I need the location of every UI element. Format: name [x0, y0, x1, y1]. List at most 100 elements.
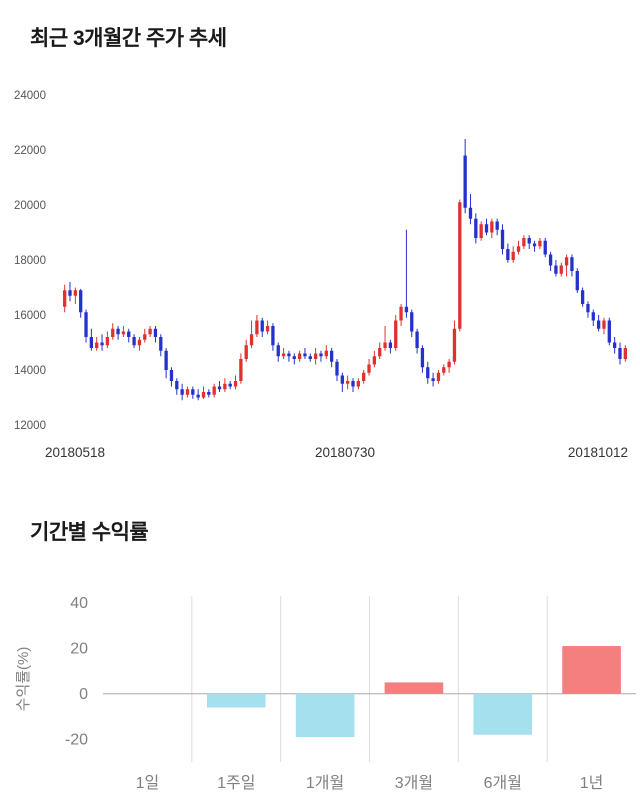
- candle-body: [111, 328, 115, 337]
- price-trend-title: 최근 3개월간 주가 추세: [30, 27, 227, 50]
- candle-body: [596, 320, 601, 329]
- y-tick-label: 18000: [14, 255, 46, 267]
- candle-body: [426, 367, 430, 379]
- candle-body: [324, 350, 328, 357]
- candle-body: [394, 320, 398, 348]
- candle-body: [522, 238, 526, 247]
- candle-body: [340, 375, 344, 384]
- candle-body: [378, 348, 382, 357]
- candle-body: [495, 221, 499, 230]
- candle-body: [116, 328, 120, 335]
- category-label: 1일: [136, 774, 160, 792]
- category-label: 1주일: [217, 774, 255, 792]
- x-tick-label: 20180730: [315, 445, 375, 460]
- returns-by-period-title: 기간별 수익률: [30, 521, 149, 544]
- y-tick-label: 40: [70, 595, 88, 612]
- y-tick-label: 22000: [14, 145, 46, 157]
- candle-body: [458, 202, 462, 329]
- candle-body: [575, 271, 579, 291]
- candle-body: [383, 342, 387, 348]
- candle-body: [233, 381, 238, 387]
- return-bar: [295, 693, 355, 737]
- candle-body: [89, 337, 94, 348]
- price-y-axis-labels: 24000 22000 20000 18000 16000 14000 12000: [14, 90, 46, 432]
- candle-body: [105, 337, 110, 346]
- candle-body: [255, 320, 259, 335]
- y-tick-label: -20: [65, 731, 88, 748]
- return-bar: [562, 646, 621, 694]
- candle-body: [63, 290, 67, 307]
- candle-body: [68, 290, 72, 296]
- candle-body: [618, 348, 622, 359]
- candle-body: [388, 342, 393, 348]
- candle-body: [313, 353, 318, 359]
- candle-body: [95, 342, 99, 348]
- candle-body: [516, 246, 521, 252]
- candle-body: [602, 320, 606, 329]
- candle-body: [244, 345, 248, 359]
- candle-body: [73, 290, 78, 296]
- candle-body: [137, 339, 142, 346]
- candle-body: [180, 389, 184, 395]
- candle-body: [191, 389, 195, 395]
- candle-body: [431, 378, 435, 381]
- candle-body: [351, 381, 355, 387]
- category-label: 6개월: [484, 774, 522, 792]
- candle-body: [335, 361, 339, 376]
- candle-body: [84, 312, 88, 337]
- returns-x-axis-labels: 1일 1주일 1개월 3개월 6개월 1년: [136, 774, 604, 792]
- candle-body: [532, 243, 537, 247]
- y-tick-label: 24000: [14, 90, 46, 102]
- candle-body: [623, 348, 627, 359]
- candle-body: [372, 356, 377, 365]
- candle-body: [404, 306, 409, 313]
- return-bar: [384, 682, 444, 694]
- candle-body: [399, 306, 403, 321]
- candle-body: [559, 265, 563, 274]
- candle-body: [297, 353, 302, 359]
- candle-body: [564, 257, 569, 266]
- candle-body: [175, 381, 179, 390]
- candle-body: [271, 326, 275, 346]
- candle-body: [196, 394, 200, 398]
- candle-body: [207, 392, 211, 395]
- candle-body: [260, 320, 264, 332]
- candle-body: [538, 240, 542, 247]
- return-bar: [206, 693, 266, 708]
- candle-body: [452, 328, 457, 362]
- returns-y-axis-labels: 40 20 0 -20: [65, 595, 88, 748]
- candle-body: [249, 334, 254, 346]
- candle-body: [303, 353, 307, 357]
- candle-body: [500, 229, 505, 249]
- bars: [206, 646, 621, 737]
- candle-body: [100, 342, 104, 346]
- candle-body: [442, 367, 446, 373]
- candle-body: [346, 381, 350, 384]
- candle-body: [607, 320, 611, 343]
- candle-body: [548, 254, 553, 266]
- candlestick-chart: 24000 22000 20000 18000 16000 14000 12000 20180…: [14, 90, 628, 460]
- candle-body: [527, 238, 531, 244]
- candle-body: [362, 372, 366, 381]
- candle-body: [212, 386, 216, 395]
- returns-bar-chart: 40 20 0 -20 1일 1주일 1개월 3개월 6개월 1년 수익률(%): [15, 595, 636, 792]
- candle-body: [554, 265, 558, 274]
- candle-body: [153, 328, 158, 337]
- candle-body: [479, 224, 483, 238]
- candle-body: [356, 381, 361, 387]
- y-tick-label: 16000: [14, 310, 46, 322]
- candle-body: [292, 356, 296, 359]
- candle-body: [612, 342, 617, 348]
- grid-lines: [103, 596, 636, 762]
- candle-body: [127, 331, 131, 337]
- y-tick-label: 12000: [14, 420, 46, 432]
- candle-body: [420, 348, 425, 368]
- y-tick-label: 20000: [14, 200, 46, 212]
- category-label: 1년: [580, 774, 604, 792]
- candle-body: [185, 389, 190, 395]
- candle-body: [159, 337, 163, 351]
- candle-body: [164, 350, 168, 370]
- candle-body: [308, 356, 312, 359]
- y-tick-label: 0: [79, 686, 88, 703]
